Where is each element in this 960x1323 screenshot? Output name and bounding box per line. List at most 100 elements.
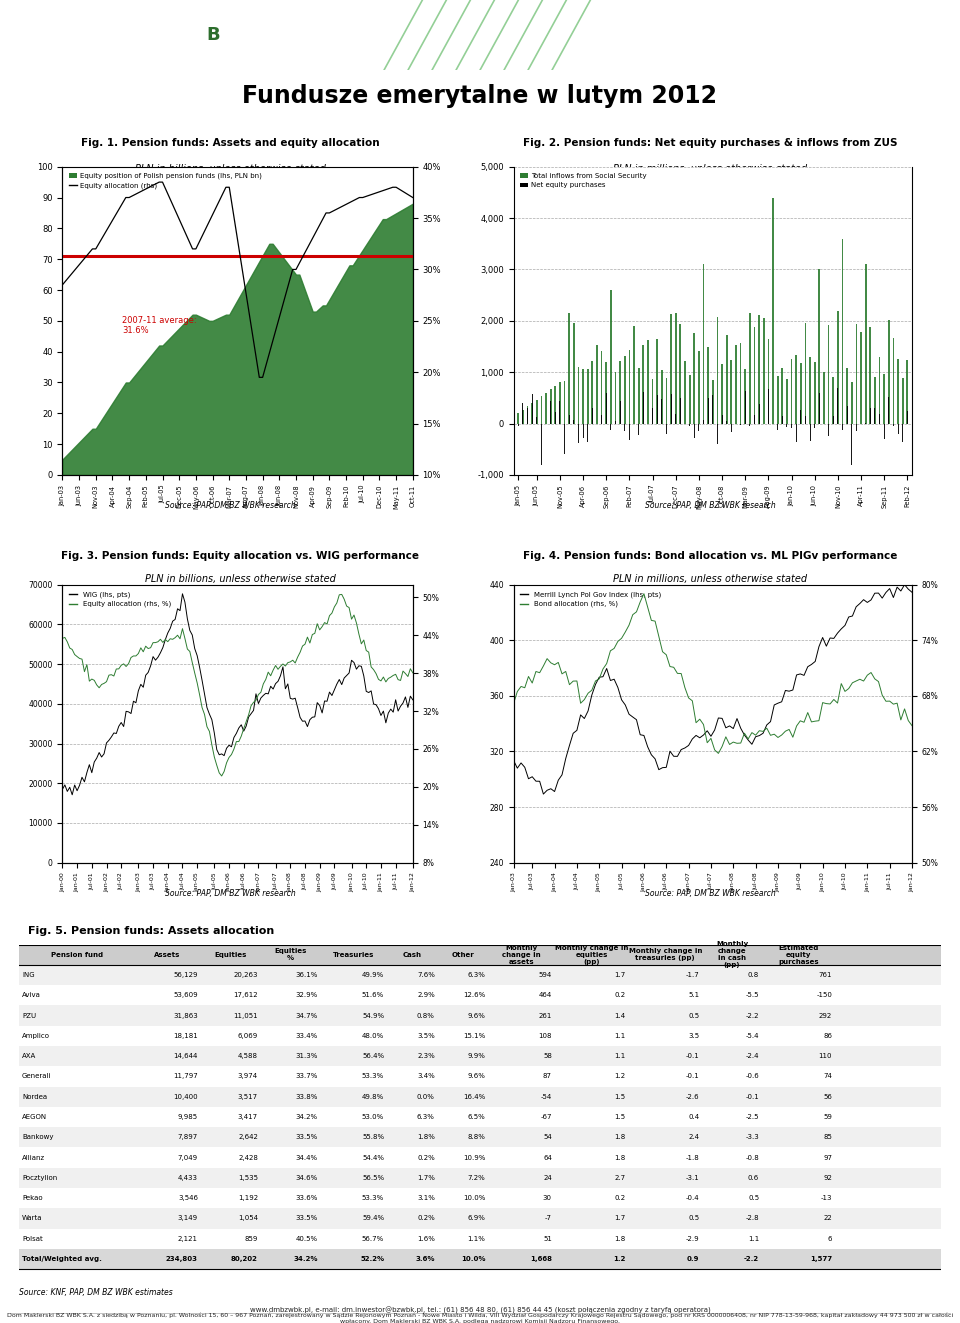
Text: -2.4: -2.4 [746,1053,759,1060]
Text: 3.1%: 3.1% [417,1195,435,1201]
Text: Aviva: Aviva [22,992,41,999]
Text: -0.6: -0.6 [746,1073,759,1080]
Text: Fig. 5. Pension funds: Assets allocation: Fig. 5. Pension funds: Assets allocation [29,926,275,937]
Text: 1.6%: 1.6% [417,1236,435,1242]
Bar [693,333,695,423]
Text: 53.3%: 53.3% [362,1195,384,1201]
Text: 56,129: 56,129 [174,972,198,978]
Bar [698,351,700,423]
Text: Fig. 4. Pension funds: Bond allocation vs. ML PIGv performance: Fig. 4. Pension funds: Bond allocation v… [523,550,898,561]
Text: Estimated
equity
purchases: Estimated equity purchases [779,945,819,964]
Text: 9.6%: 9.6% [468,1012,486,1019]
Text: 53.3%: 53.3% [362,1073,384,1080]
Text: Fundusze emerytalne w lutym 2012: Fundusze emerytalne w lutym 2012 [243,83,717,108]
Bar [888,320,890,423]
Text: -2.2: -2.2 [744,1256,759,1262]
Text: 10,400: 10,400 [174,1094,198,1099]
Text: 24: 24 [543,1175,552,1181]
Text: 54.4%: 54.4% [362,1155,384,1160]
Text: 4,588: 4,588 [238,1053,258,1060]
Text: Nordea: Nordea [22,1094,47,1099]
Text: 1.5: 1.5 [614,1114,626,1121]
Text: 3,974: 3,974 [238,1073,258,1080]
Bar [716,318,718,423]
Bar [19,1188,941,1208]
Bar [749,312,751,423]
Text: 56.5%: 56.5% [362,1175,384,1181]
Text: 1.8: 1.8 [614,1155,626,1160]
Text: 32.9%: 32.9% [296,992,318,999]
Text: 56.4%: 56.4% [362,1053,384,1060]
Bar [865,265,867,423]
Bar [527,406,528,423]
Text: 261: 261 [539,1012,552,1019]
Bar [19,986,941,1005]
Bar [731,360,732,423]
Text: 0.5: 0.5 [688,1216,699,1221]
Text: -13: -13 [821,1195,832,1201]
Bar [781,368,783,423]
Bar [814,363,816,423]
Text: PLN in millions, unless otherwise stated: PLN in millions, unless otherwise stated [613,574,807,583]
Text: 1.1%: 1.1% [468,1236,486,1242]
Text: 48.0%: 48.0% [362,1033,384,1039]
Text: 1.7: 1.7 [614,972,626,978]
Text: 5.1: 5.1 [688,992,699,999]
Text: Dom Maklerski BZ WBK S.A. z siedzibą w Poznaniu, pl. Wolności 15, 60 – 967 Pozna: Dom Maklerski BZ WBK S.A. z siedzibą w P… [7,1312,953,1323]
Text: 1.1: 1.1 [614,1053,626,1060]
Text: 1.7: 1.7 [614,1216,626,1221]
Text: 9,985: 9,985 [178,1114,198,1121]
Text: Treasuries: Treasuries [333,951,374,958]
Text: 92: 92 [823,1175,832,1181]
Bar [703,265,705,423]
Text: Monthly change in
equities
(pp): Monthly change in equities (pp) [555,945,628,964]
Text: -5.5: -5.5 [746,992,759,999]
Text: Polsat: Polsat [22,1236,42,1242]
Text: 2.7: 2.7 [614,1175,626,1181]
Bar [842,238,844,423]
Text: 55.8%: 55.8% [362,1134,384,1140]
Bar [610,290,612,423]
Text: 51.6%: 51.6% [362,992,384,999]
Text: 2.4: 2.4 [688,1134,699,1140]
Text: 6,069: 6,069 [238,1033,258,1039]
Text: Source: PAP, DM BZ WBK research: Source: PAP, DM BZ WBK research [645,501,776,509]
Text: 10.0%: 10.0% [463,1195,486,1201]
Bar [19,1107,941,1127]
Text: -54: -54 [540,1094,552,1099]
Text: 1,054: 1,054 [238,1216,258,1221]
Bar [661,370,662,423]
Text: 234,803: 234,803 [166,1256,198,1262]
Text: 7,049: 7,049 [178,1155,198,1160]
Text: 53.0%: 53.0% [362,1114,384,1121]
Bar [804,323,806,423]
Bar [708,347,709,423]
Bar [19,1127,941,1147]
Bar [874,377,876,423]
Bar [860,332,862,423]
Text: 0.2%: 0.2% [417,1155,435,1160]
Bar [619,361,621,423]
Bar [555,386,556,423]
Text: 464: 464 [539,992,552,999]
Text: 0.6: 0.6 [748,1175,759,1181]
Text: 20,263: 20,263 [233,972,258,978]
Text: 1,668: 1,668 [530,1256,552,1262]
Text: DOM MAKLERSKI: DOM MAKLERSKI [14,28,147,42]
Text: 64: 64 [543,1155,552,1160]
Bar [540,396,542,423]
Text: Fig. 1. Pension funds: Assets and equity allocation: Fig. 1. Pension funds: Assets and equity… [81,139,380,148]
Text: 16.4%: 16.4% [464,1094,486,1099]
Text: 6.3%: 6.3% [468,972,486,978]
Text: 2,121: 2,121 [178,1236,198,1242]
Bar [591,361,593,423]
Text: 110: 110 [819,1053,832,1060]
Bar [606,361,607,423]
Text: Source: PAP, DM BZ WBK research: Source: PAP, DM BZ WBK research [165,501,296,509]
Bar [883,374,885,423]
Text: 10.9%: 10.9% [463,1155,486,1160]
Legend: Equity position of Polish pension funds (lhs, PLN bn), Equity allocation (rhs): Equity position of Polish pension funds … [66,171,264,192]
Bar [670,315,672,423]
Bar [19,1229,941,1249]
Bar [522,410,524,423]
